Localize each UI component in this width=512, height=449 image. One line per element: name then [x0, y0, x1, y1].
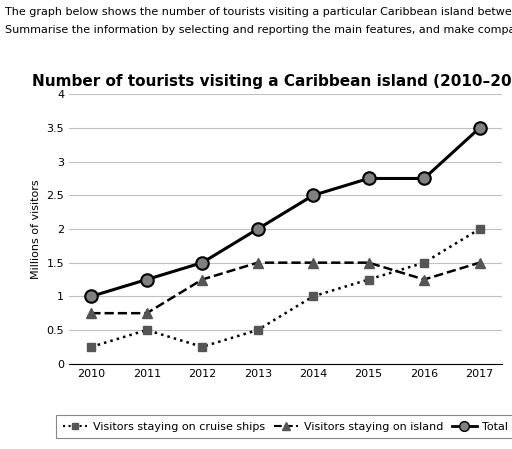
Legend: Visitors staying on cruise ships, Visitors staying on island, Total: Visitors staying on cruise ships, Visito…: [56, 415, 512, 439]
Title: Number of tourists visiting a Caribbean island (2010–2017): Number of tourists visiting a Caribbean …: [32, 74, 512, 89]
Y-axis label: Millions of visitors: Millions of visitors: [31, 179, 41, 279]
Text: Summarise the information by selecting and reporting the main features, and make: Summarise the information by selecting a…: [5, 25, 512, 35]
Text: The graph below shows the number of tourists visiting a particular Caribbean isl: The graph below shows the number of tour…: [5, 7, 512, 17]
